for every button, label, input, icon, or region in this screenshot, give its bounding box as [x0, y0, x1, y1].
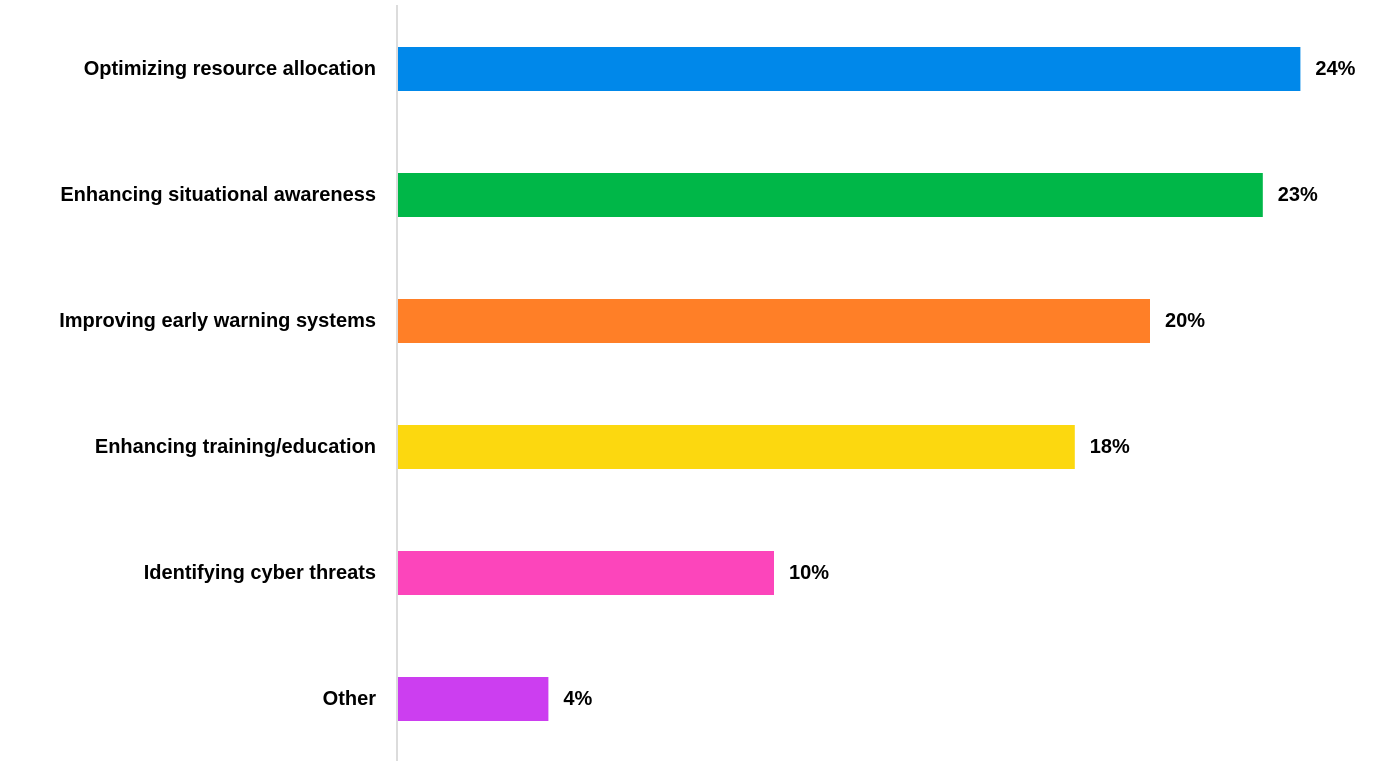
value-label: 10% [789, 562, 829, 584]
value-label: 24% [1315, 58, 1355, 80]
value-label: 4% [563, 688, 592, 710]
bar [398, 47, 1301, 91]
category-label: Identifying cyber threats [144, 562, 376, 584]
bar [398, 425, 1075, 469]
bar [398, 551, 774, 595]
category-label: Enhancing training/education [95, 436, 376, 458]
value-label: 20% [1165, 310, 1205, 332]
category-label: Improving early warning systems [59, 310, 376, 332]
category-label: Enhancing situational awareness [60, 184, 376, 206]
bars-group: Optimizing resource allocation 24% Enhanci… [59, 47, 1356, 721]
bar [398, 299, 1150, 343]
category-label: Other [323, 688, 377, 710]
value-label: 23% [1278, 184, 1318, 206]
bar [398, 173, 1263, 217]
value-label: 18% [1090, 436, 1130, 458]
bar [398, 677, 549, 721]
category-label: Optimizing resource allocation [84, 58, 376, 80]
